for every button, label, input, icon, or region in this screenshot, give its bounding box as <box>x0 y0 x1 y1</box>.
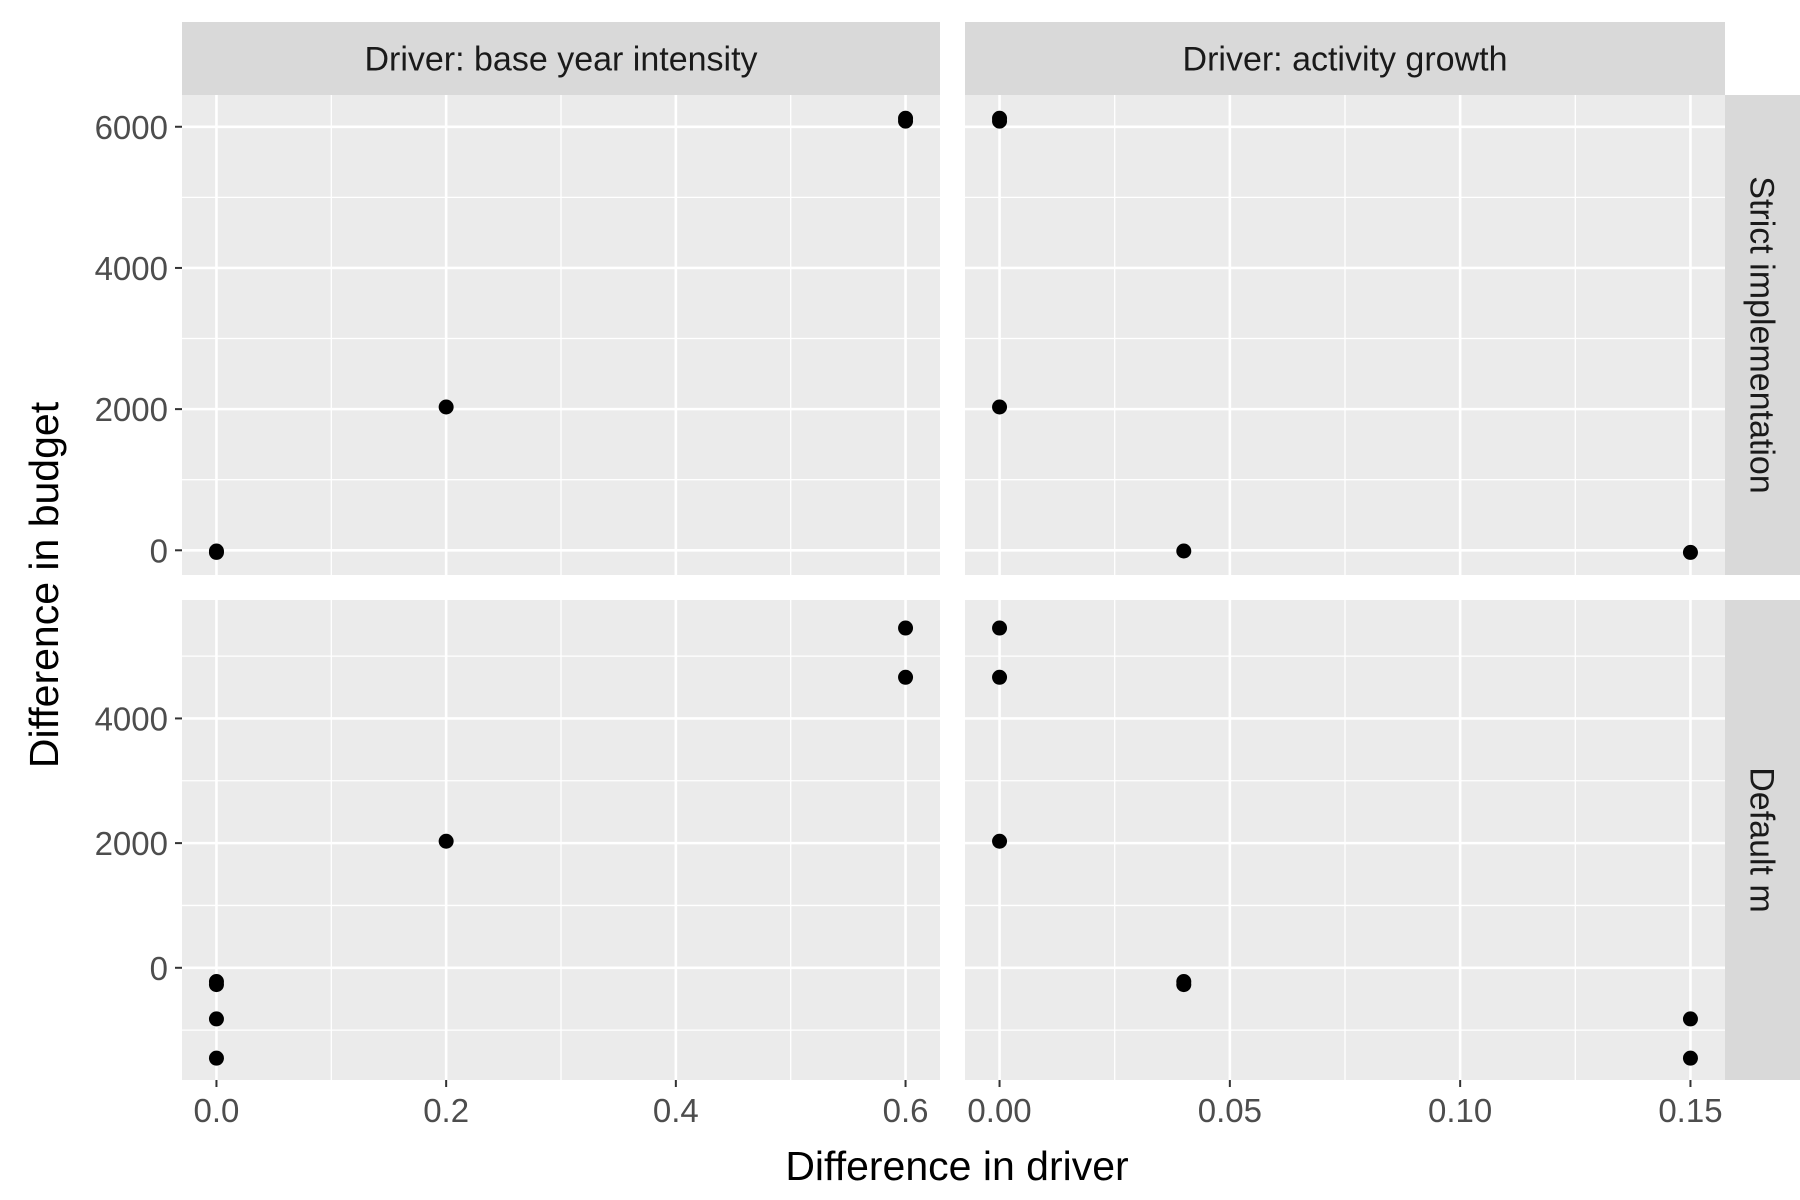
data-point <box>208 1011 224 1027</box>
y-axis-title: Difference in budget <box>21 401 67 768</box>
data-point <box>208 1050 224 1066</box>
data-point <box>1682 1050 1698 1066</box>
points-panel-1-2 <box>992 110 1698 560</box>
data-point <box>438 399 454 415</box>
row-strip-label-1: Strict implementation <box>1743 176 1781 493</box>
row-strips: Strict implementation Default m <box>1725 95 1800 1080</box>
column-strip-1 <box>182 22 940 95</box>
panel-1-2 <box>965 95 1725 575</box>
x-axis-title: Difference in driver <box>785 1143 1128 1189</box>
points-panel-1-1 <box>208 110 914 560</box>
data-point <box>1176 543 1192 559</box>
x-axes: 0.0 0.2 0.4 0.6 0.00 0.05 0.10 0.15 <box>194 1080 1723 1129</box>
x-tick-label: 0.6 <box>883 1092 929 1129</box>
x-tick-label: 0.10 <box>1428 1092 1492 1129</box>
y-tick-label: 0 <box>150 950 168 987</box>
data-point <box>1176 977 1192 993</box>
y-tick-label: 2000 <box>95 825 168 862</box>
panel-2-2 <box>965 600 1725 1080</box>
data-point <box>208 544 224 560</box>
data-point <box>438 833 454 849</box>
y-tick-label: 6000 <box>95 109 168 146</box>
x-tick-label: 0.05 <box>1198 1092 1262 1129</box>
data-point <box>992 833 1008 849</box>
data-point <box>898 620 914 636</box>
data-point <box>992 620 1008 636</box>
y-axes: 0 2000 4000 6000 0 2000 4000 <box>95 109 182 987</box>
column-strip-label-1: Driver: base year intensity <box>364 41 757 79</box>
x-tick-label: 0.0 <box>194 1092 240 1129</box>
data-point <box>992 399 1008 415</box>
data-point <box>208 977 224 993</box>
panels <box>182 95 1725 1080</box>
data-point <box>1682 1011 1698 1027</box>
x-tick-label: 0.00 <box>967 1092 1031 1129</box>
column-strip-label-2: Driver: activity growth <box>1183 41 1508 79</box>
panel-1-1 <box>182 95 940 575</box>
points-panel-2-1 <box>208 620 914 1066</box>
row-strip-1 <box>1725 95 1800 575</box>
column-strips: Driver: base year intensity Driver: activ… <box>182 22 1725 95</box>
column-strip-2 <box>965 22 1725 95</box>
y-tick-label: 0 <box>150 532 168 569</box>
y-tick-label: 4000 <box>95 700 168 737</box>
row-strip-label-2: Default m <box>1743 767 1781 913</box>
x-tick-label: 0.15 <box>1658 1092 1722 1129</box>
data-point <box>898 669 914 685</box>
data-point <box>992 110 1008 126</box>
x-tick-label: 0.2 <box>423 1092 469 1129</box>
data-point <box>898 110 914 126</box>
row-strip-2 <box>1725 600 1800 1080</box>
points-panel-2-2 <box>992 620 1698 1066</box>
data-point <box>1682 544 1698 560</box>
panel-2-1 <box>182 600 940 1080</box>
data-point <box>992 669 1008 685</box>
x-tick-label: 0.4 <box>653 1092 699 1129</box>
y-tick-label: 2000 <box>95 391 168 428</box>
y-tick-label: 4000 <box>95 250 168 287</box>
